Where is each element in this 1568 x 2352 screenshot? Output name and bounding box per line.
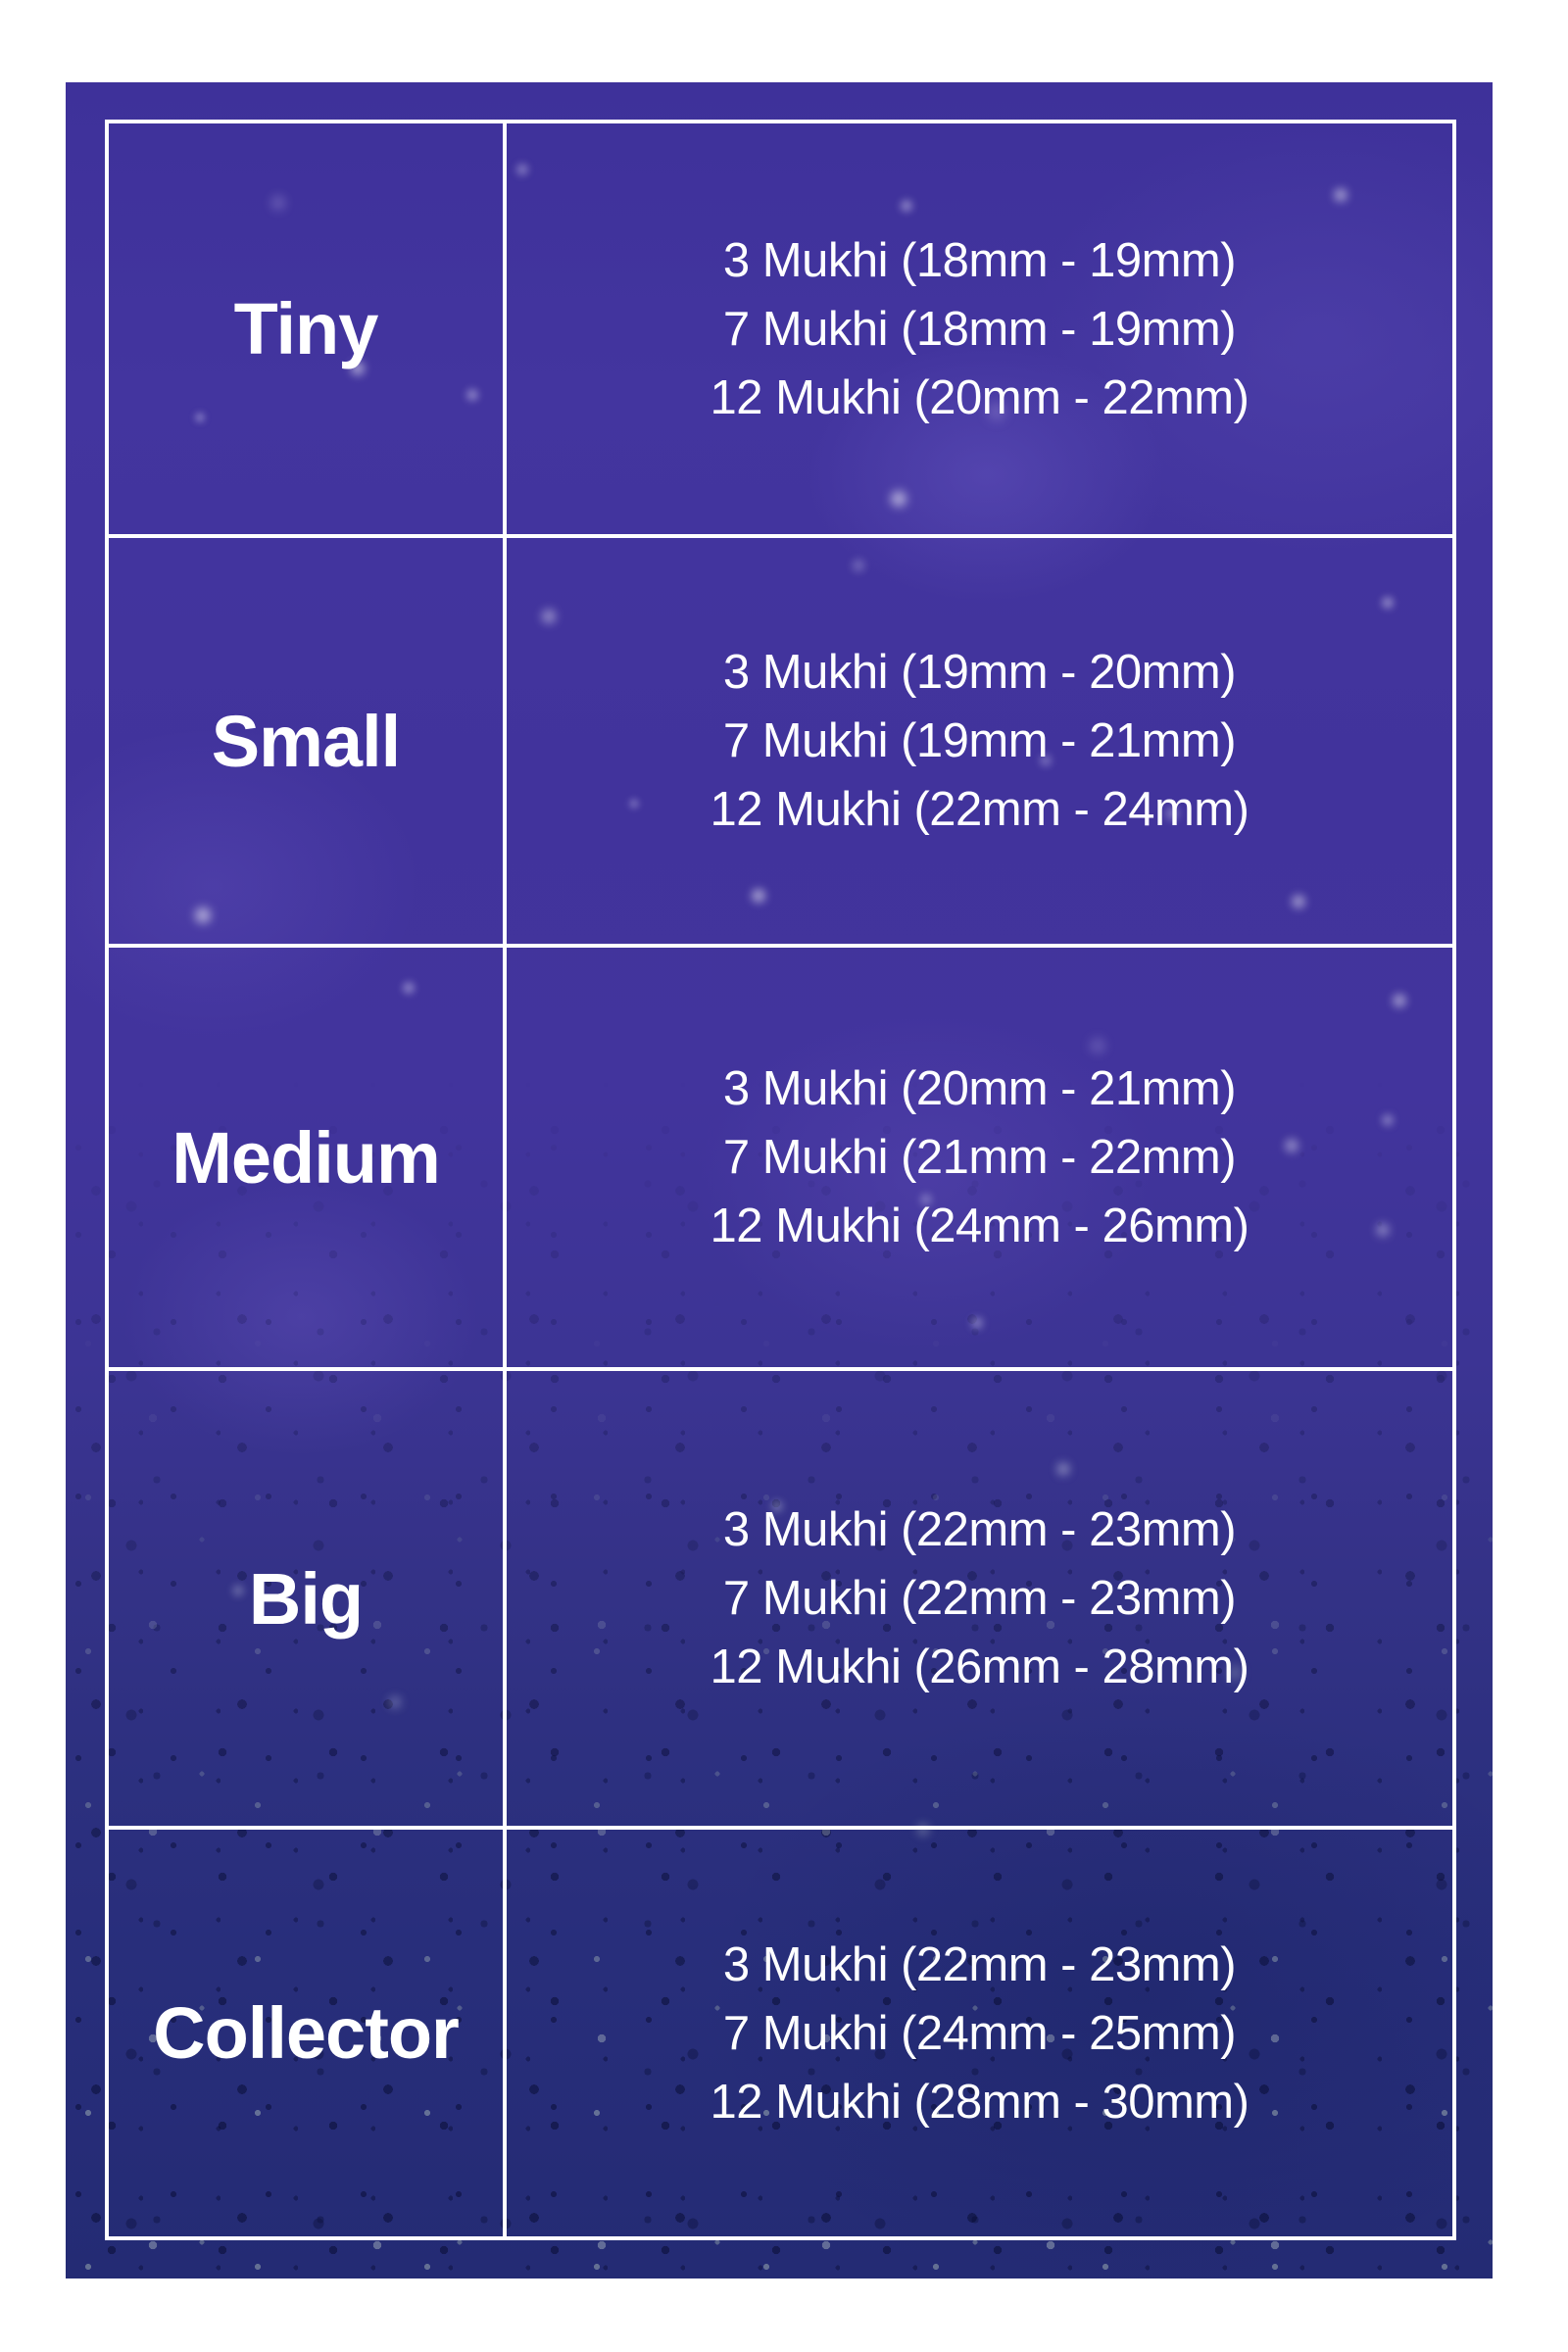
size-category-cell: Small [109,538,503,944]
size-line: 3 Mukhi (22mm - 23mm) [722,1503,1237,1556]
size-details-cell: 3 Mukhi (20mm - 21mm) 7 Mukhi (21mm - 22… [503,948,1452,1367]
size-line: 3 Mukhi (19mm - 20mm) [722,646,1237,699]
size-category-label: Medium [172,1116,441,1199]
size-category-label: Small [211,700,401,782]
size-category-cell: Tiny [109,123,503,534]
size-line: 12 Mukhi (26mm - 28mm) [710,1641,1250,1693]
table-row-small: Small 3 Mukhi (19mm - 20mm) 7 Mukhi (19m… [109,534,1452,944]
size-details-cell: 3 Mukhi (19mm - 20mm) 7 Mukhi (19mm - 21… [503,538,1452,944]
size-category-label: Collector [153,1992,460,2074]
dark-speckle-texture [66,82,1493,2278]
table-row-collector: Collector 3 Mukhi (22mm - 23mm) 7 Mukhi … [109,1826,1452,2236]
size-line: 3 Mukhi (20mm - 21mm) [722,1062,1237,1115]
size-line: 7 Mukhi (18mm - 19mm) [722,302,1237,356]
size-line: 7 Mukhi (19mm - 21mm) [722,714,1237,767]
size-details-cell: 3 Mukhi (22mm - 23mm) 7 Mukhi (22mm - 23… [503,1371,1452,1826]
size-line: 12 Mukhi (28mm - 30mm) [710,2075,1250,2129]
table-row-medium: Medium 3 Mukhi (20mm - 21mm) 7 Mukhi (21… [109,944,1452,1367]
size-line: 12 Mukhi (22mm - 24mm) [710,783,1250,836]
size-category-cell: Medium [109,948,503,1367]
size-line: 3 Mukhi (18mm - 19mm) [722,233,1237,287]
size-category-cell: Big [109,1371,503,1826]
size-category-label: Tiny [233,288,379,369]
table-row-big: Big 3 Mukhi (22mm - 23mm) 7 Mukhi (22mm … [109,1367,1452,1826]
size-chart-table: Tiny 3 Mukhi (18mm - 19mm) 7 Mukhi (18mm… [105,120,1456,2240]
size-line: 12 Mukhi (24mm - 26mm) [710,1200,1250,1252]
light-speckle-texture [66,82,1493,2278]
size-category-cell: Collector [109,1830,503,2236]
size-line: 7 Mukhi (21mm - 22mm) [722,1131,1237,1184]
size-line: 7 Mukhi (22mm - 23mm) [722,1572,1237,1625]
size-line: 3 Mukhi (22mm - 23mm) [722,1937,1237,1991]
size-category-label: Big [248,1557,364,1640]
starfield-photo-background: Tiny 3 Mukhi (18mm - 19mm) 7 Mukhi (18mm… [66,82,1493,2278]
size-line: 7 Mukhi (24mm - 25mm) [722,2006,1237,2060]
table-row-tiny: Tiny 3 Mukhi (18mm - 19mm) 7 Mukhi (18mm… [109,123,1452,534]
size-details-cell: 3 Mukhi (22mm - 23mm) 7 Mukhi (24mm - 25… [503,1830,1452,2236]
size-line: 12 Mukhi (20mm - 22mm) [710,370,1250,424]
size-details-cell: 3 Mukhi (18mm - 19mm) 7 Mukhi (18mm - 19… [503,123,1452,534]
